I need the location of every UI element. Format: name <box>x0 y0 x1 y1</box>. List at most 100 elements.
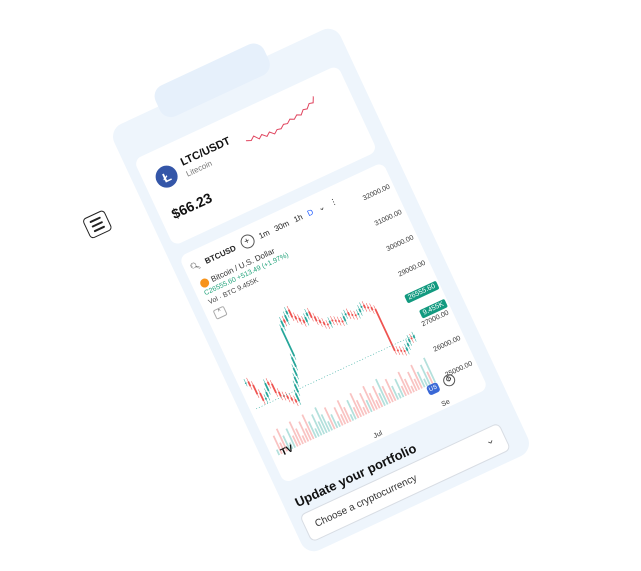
candle <box>362 304 367 309</box>
candle <box>344 313 347 316</box>
candle <box>357 312 360 316</box>
coin-sparkline <box>245 96 314 142</box>
candle <box>293 384 300 393</box>
tradingview-chart-widget[interactable]: 🔍︎ BTCUSD + 1m 30m 1h D ⌄ ⋮ Bitcoin / U.… <box>178 161 489 484</box>
candle <box>331 319 334 322</box>
volume-bar <box>410 385 415 393</box>
volume-bar <box>349 413 355 421</box>
candle <box>374 308 396 352</box>
volume-bar <box>387 392 394 403</box>
timeframe-1h[interactable]: 1h <box>292 211 304 224</box>
y-tick: 31000.00 <box>373 208 404 228</box>
candle <box>280 327 296 357</box>
candle <box>286 395 290 400</box>
volume-bar <box>330 413 339 429</box>
candle <box>266 381 270 386</box>
candle <box>304 316 309 323</box>
candle <box>294 315 298 320</box>
timeframe-d[interactable]: D <box>305 207 315 218</box>
volume-bar <box>301 435 307 444</box>
volume-bar <box>282 435 291 451</box>
volume-bar <box>275 428 289 452</box>
volume-bar <box>410 364 423 389</box>
volume-bar <box>320 414 331 433</box>
timeframe-1m[interactable]: 1m <box>257 227 271 241</box>
volume-bar <box>375 399 381 409</box>
coin-card-litecoin[interactable]: Ł LTC/USDT Litecoin $66.23 <box>133 64 378 247</box>
timeframe-30m[interactable]: 30m <box>272 218 291 234</box>
candle <box>407 338 411 343</box>
volume-bar <box>407 371 418 392</box>
volume-bar <box>426 371 434 384</box>
volume-bar <box>362 385 376 412</box>
volume-bar <box>397 371 410 396</box>
volume-bar <box>355 399 365 417</box>
volume-bar <box>352 406 360 419</box>
volume-bar <box>362 406 368 415</box>
volume-bar <box>375 378 389 405</box>
volume-bar <box>423 357 437 383</box>
candle <box>367 306 370 309</box>
price-plot[interactable] <box>215 246 437 456</box>
candle <box>292 367 298 377</box>
candle <box>298 317 302 322</box>
volume-bar <box>346 399 357 420</box>
more-icon[interactable]: ⋮ <box>327 195 339 208</box>
volume-bar <box>333 407 344 426</box>
candle <box>265 391 269 398</box>
volume-bar <box>339 413 347 425</box>
volume-bar <box>391 385 400 400</box>
candle <box>280 320 285 328</box>
volume-bar <box>400 385 407 397</box>
candle <box>412 335 416 339</box>
chevron-down-icon: ⌄ <box>483 433 497 449</box>
candle <box>322 321 326 326</box>
volume-bar <box>394 378 405 398</box>
hamburger-menu-icon[interactable] <box>81 209 113 240</box>
candle <box>302 319 306 324</box>
volume-bar <box>336 400 349 424</box>
phone-screen: Ł LTC/USDT Litecoin $66.23 🔍︎ BTCUSD + 1… <box>81 24 534 556</box>
volume-bar <box>397 392 402 399</box>
add-symbol-icon[interactable]: + <box>237 232 257 251</box>
candle <box>264 397 268 400</box>
timeframe-dropdown-icon[interactable]: ⌄ <box>316 201 327 213</box>
volume-bar <box>336 420 341 428</box>
volume-bar <box>384 378 397 402</box>
candle <box>347 311 351 316</box>
candle <box>405 347 409 352</box>
candle <box>354 314 357 317</box>
volume-bar <box>359 392 370 414</box>
candle <box>305 312 309 317</box>
volume-bar <box>307 421 318 439</box>
candle <box>259 392 265 402</box>
candle <box>294 393 301 402</box>
volume-bar <box>416 371 426 388</box>
candle <box>342 315 347 322</box>
last-price-line <box>256 334 415 410</box>
candle <box>313 316 318 322</box>
candle <box>290 397 294 401</box>
volume-bar <box>419 364 431 386</box>
candle <box>337 319 341 323</box>
candle <box>244 382 247 384</box>
y-tick: 26000.00 <box>432 335 462 354</box>
candle <box>252 384 259 395</box>
candle <box>341 320 344 323</box>
candle <box>360 305 363 309</box>
volume-bar <box>298 421 310 442</box>
volume-bar <box>413 378 421 391</box>
symbol-label[interactable]: BTCUSD <box>203 243 238 266</box>
candle <box>277 391 282 397</box>
volume-bar <box>349 392 363 418</box>
candle <box>308 311 313 319</box>
candle <box>270 383 277 394</box>
candle <box>282 319 286 324</box>
candle <box>406 342 410 347</box>
volume-bar <box>317 421 326 435</box>
symbol-search-icon[interactable]: 🔍︎ <box>188 259 202 273</box>
candle <box>294 398 298 403</box>
candle <box>318 319 322 324</box>
candle <box>247 381 252 387</box>
